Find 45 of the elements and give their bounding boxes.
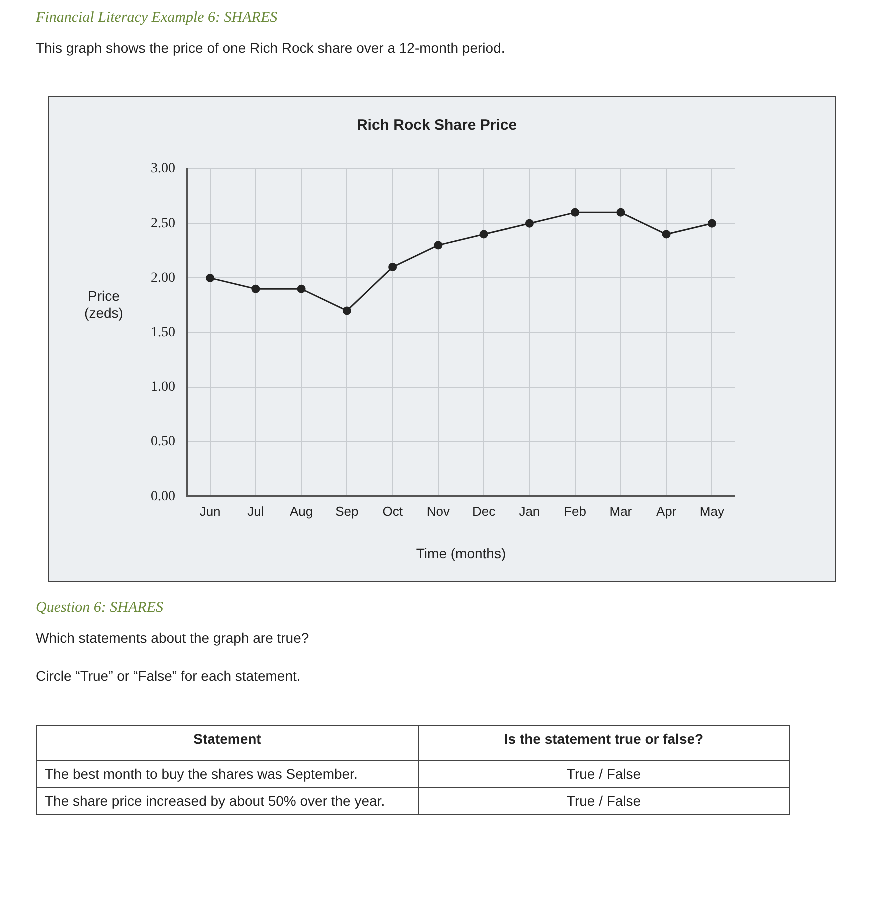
text: Is the statement true or false?: [418, 726, 790, 760]
point: [342, 306, 352, 316]
x-tick-label: May: [700, 504, 725, 519]
point: [388, 263, 398, 272]
text: Statement: [36, 726, 418, 760]
y-tick-label: 0.00: [151, 489, 176, 504]
x-tick-label: Dec: [472, 504, 496, 519]
point: [571, 208, 580, 217]
text: The share price increased by about 50% over the year.: [36, 788, 418, 814]
y-tick-label: 1.00: [151, 380, 176, 396]
x-tick-label: Oct: [382, 504, 404, 519]
point: [616, 208, 626, 217]
x-tick-label: Jul: [248, 504, 264, 519]
x-axis-title: Time (months): [416, 545, 506, 562]
text: Question 6: SHARES: [36, 600, 164, 617]
x-tick-label: Jun: [200, 504, 221, 519]
x-tick-label: Sep: [336, 504, 359, 519]
point: [206, 274, 215, 282]
text: The best month to buy the shares was September.: [36, 760, 418, 788]
point: [297, 284, 306, 294]
y-tick-label: 0.50: [151, 434, 176, 450]
text: True / False: [418, 760, 790, 788]
x-tick-label: Aug: [290, 504, 314, 519]
x-tick-label: Apr: [656, 504, 678, 519]
x-tick-label: Nov: [426, 504, 450, 519]
point: [480, 230, 488, 239]
text: This graph shows the price of one Rich Rock share over a 12-month period.: [36, 40, 506, 56]
text: True / False: [418, 788, 790, 814]
point: [662, 230, 671, 239]
x-tick-label: Mar: [610, 504, 633, 519]
point: [434, 241, 443, 250]
point: [708, 219, 716, 228]
x-tick-label: Feb: [564, 504, 587, 519]
x-tick-label: Jan: [519, 504, 540, 519]
point: [525, 219, 534, 228]
y-axis-title: Price (zeds): [84, 288, 124, 321]
y-tick-label: 2.00: [151, 270, 176, 286]
chart-title: Rich Rock Share Price: [356, 117, 518, 134]
text: Circle “True” or “False” for each statement.: [36, 668, 301, 684]
point: [252, 284, 260, 294]
text: Which statements about the graph are true?: [36, 630, 310, 646]
y-tick-label: 1.50: [151, 325, 176, 340]
y-tick-label: 2.50: [151, 216, 176, 232]
y-tick-label: 3.00: [151, 162, 176, 177]
text: Financial Literacy Example 6: SHARES: [36, 10, 278, 27]
